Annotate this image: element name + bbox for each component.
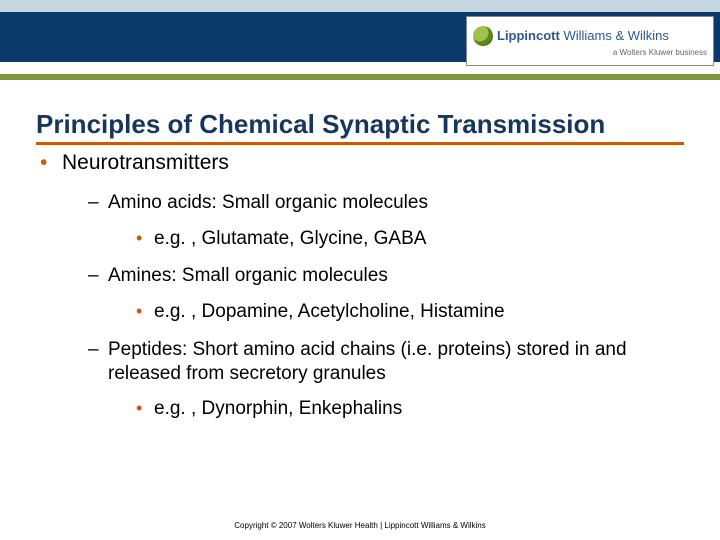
logo-text: Lippincott Williams & Wilkins: [497, 28, 669, 43]
bullet-list-lvl3: e.g. , Glutamate, Glycine, GABA: [108, 227, 684, 251]
logo-main-row: Lippincott Williams & Wilkins: [473, 26, 707, 46]
logo-word-2: Williams & Wilkins: [563, 28, 668, 43]
bullet-list-lvl3: e.g. , Dopamine, Acetylcholine, Histamin…: [108, 300, 684, 324]
copyright-footer: Copyright © 2007 Wolters Kluwer Health |…: [0, 521, 720, 530]
list-item: Amino acids: Small organic molecules e.g…: [88, 191, 684, 251]
bullet-list-lvl3: e.g. , Dynorphin, Enkephalins: [108, 397, 684, 421]
bullet-text: Amines: Small organic molecules: [108, 265, 388, 286]
bullet-text: Peptides: Short amino acid chains (i.e. …: [108, 339, 627, 384]
bullet-list-lvl2: Amino acids: Small organic molecules e.g…: [62, 191, 684, 421]
header-light-strip: [0, 0, 720, 12]
list-item: e.g. , Glutamate, Glycine, GABA: [136, 227, 684, 251]
bullet-text: e.g. , Dynorphin, Enkephalins: [154, 398, 402, 419]
slide-title: Principles of Chemical Synaptic Transmis…: [36, 110, 684, 145]
list-item: Peptides: Short amino acid chains (i.e. …: [88, 338, 684, 421]
list-item: e.g. , Dynorphin, Enkephalins: [136, 397, 684, 421]
bullet-text: e.g. , Glutamate, Glycine, GABA: [154, 228, 426, 249]
bullet-text: Amino acids: Small organic molecules: [108, 192, 428, 213]
logo-swirl-icon: [473, 26, 493, 46]
list-item: Neurotransmitters Amino acids: Small org…: [40, 151, 684, 421]
logo-subtext: a Wolters Kluwer business: [473, 48, 707, 57]
logo-word-1: Lippincott: [497, 28, 560, 43]
bullet-text: e.g. , Dopamine, Acetylcholine, Histamin…: [154, 301, 505, 322]
bullet-text: Neurotransmitters: [62, 151, 229, 174]
bullet-list-lvl1: Neurotransmitters Amino acids: Small org…: [36, 151, 684, 421]
header-band: Lippincott Williams & Wilkins a Wolters …: [0, 0, 720, 62]
slide-content: Principles of Chemical Synaptic Transmis…: [0, 80, 720, 421]
publisher-logo: Lippincott Williams & Wilkins a Wolters …: [466, 16, 714, 66]
list-item: e.g. , Dopamine, Acetylcholine, Histamin…: [136, 300, 684, 324]
list-item: Amines: Small organic molecules e.g. , D…: [88, 264, 684, 324]
